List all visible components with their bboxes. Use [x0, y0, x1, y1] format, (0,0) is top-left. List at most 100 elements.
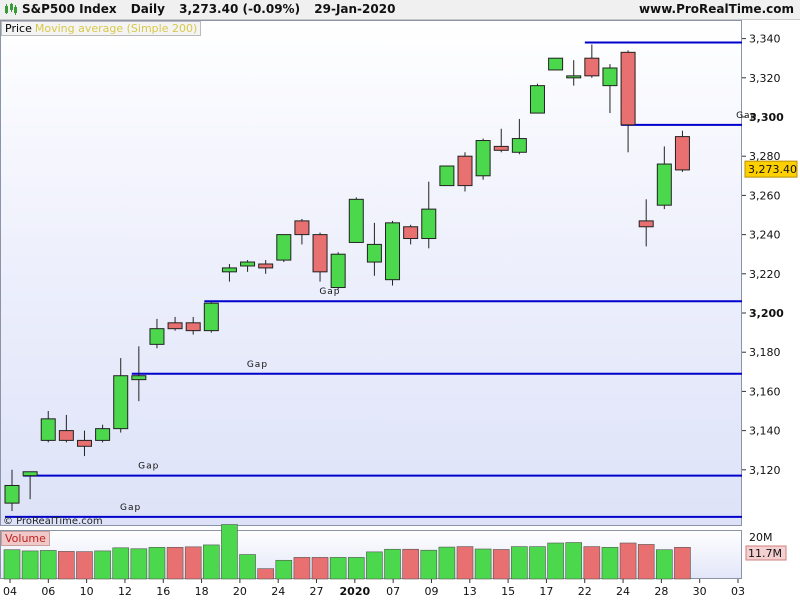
volume-bar: [239, 554, 256, 580]
chart-date: 29-Jan-2020: [314, 2, 396, 16]
volume-bar: [329, 557, 347, 580]
x-tick-label: 28: [654, 585, 668, 598]
site-url: www.ProRealTime.com: [639, 2, 794, 16]
candle: [149, 318, 165, 349]
volume-bar: [402, 548, 419, 580]
volume-bar: [76, 551, 93, 580]
volume-last-box: [745, 545, 787, 561]
instrument-symbol: S&P500 Index: [22, 2, 117, 16]
candle-body-down: [185, 322, 201, 332]
candle-body-up: [602, 67, 618, 87]
volume-bar: [148, 547, 166, 580]
candle-body-up: [22, 471, 38, 477]
timeframe-label: Daily: [130, 2, 165, 16]
volume-bar: [275, 559, 293, 580]
x-tick-label: 22: [578, 585, 592, 598]
candle: [185, 316, 201, 335]
volume-bar: [203, 544, 220, 580]
candle-body-up: [656, 163, 672, 206]
date-axis: 04 06 10 12 16 18 20 24 27 2020 07 09 13 15 17 22 24 28 30…: [3, 579, 745, 598]
x-tick-label: 17: [539, 585, 553, 598]
candle-body-down: [457, 155, 473, 187]
candle-body-up: [221, 267, 237, 273]
x-tick-label: 04: [3, 585, 17, 598]
volume-bar: [656, 549, 673, 580]
candle: [40, 411, 56, 443]
price-legend[interactable]: Price Moving average (Simple 200): [1, 21, 202, 36]
candle-body-down: [493, 145, 509, 151]
candle-body-down: [638, 220, 654, 228]
x-tick-label: 16: [156, 585, 170, 598]
candle: [584, 44, 600, 78]
x-tick-label: 15: [501, 585, 515, 598]
price-panel[interactable]: [0, 20, 742, 526]
candle: [457, 152, 473, 192]
gap-label: Gap: [319, 287, 340, 297]
y-tick-label: 3,340: [749, 33, 781, 46]
volume-bar: [601, 547, 619, 580]
candle: [76, 430, 92, 457]
candlestick-chart-icon: [5, 3, 17, 15]
candle: [493, 128, 509, 153]
volume-bar: [565, 542, 583, 580]
volume-bars: [3, 524, 691, 580]
volume-legend-label[interactable]: Volume: [1, 531, 50, 546]
candle: [240, 260, 256, 272]
candle: [22, 471, 38, 500]
candle: [366, 222, 382, 276]
candle-body-up: [276, 234, 292, 261]
candle: [330, 252, 346, 290]
volume-bar: [366, 551, 383, 580]
volume-bar: [511, 546, 528, 580]
y-tick-label: 3,200: [749, 307, 784, 320]
x-tick-label: 12: [118, 585, 132, 598]
candle-body-up: [348, 198, 364, 243]
volume-bar: [21, 550, 39, 580]
volume-bar: [583, 546, 601, 580]
volume-bar: [529, 546, 546, 580]
candle: [95, 424, 111, 443]
candle: [638, 199, 654, 247]
last-price-change: 3,273.40 (-0.09%): [179, 2, 301, 16]
candle: [421, 181, 437, 249]
volume-bar: [112, 547, 130, 580]
volume-bar: [438, 546, 456, 580]
x-tick-label: 24: [616, 585, 630, 598]
x-tick-label: 07: [386, 585, 400, 598]
x-tick-label: 20: [233, 585, 247, 598]
volume-bar: [384, 548, 401, 580]
gap-label: Gap: [736, 111, 757, 121]
volume-bar: [3, 549, 21, 580]
instrument-info: S&P500 Index Daily 3,273.40 (-0.09%) 29-…: [22, 2, 405, 16]
volume-axis-label: 20M: [749, 531, 773, 544]
x-tick-label: 09: [424, 585, 438, 598]
candle: [221, 264, 237, 282]
gap-label: Gap: [120, 503, 141, 513]
x-tick-label: 10: [80, 585, 94, 598]
candle-body-up: [366, 243, 382, 263]
volume-bar: [474, 548, 492, 580]
candle-body-down: [294, 220, 310, 236]
candle: [602, 64, 618, 114]
volume-bar: [257, 568, 274, 580]
candle: [385, 220, 401, 286]
candle-body-down: [403, 226, 419, 240]
price-legend-label: Price: [5, 22, 32, 35]
x-tick-label: 2020: [340, 585, 371, 598]
x-tick-label: 24: [271, 585, 285, 598]
volume-bar: [420, 549, 438, 580]
volume-bar: [311, 557, 329, 580]
y-tick-label: 3,120: [749, 464, 781, 477]
y-tick-label: 3,280: [749, 150, 781, 163]
candle-body-up: [439, 165, 455, 187]
candle: [58, 414, 74, 443]
candle-body-up: [113, 375, 129, 430]
last-price-label: 3,273.40: [748, 163, 797, 176]
candles: [4, 44, 690, 511]
gap-lines: Gap Gap Gap Gap Gap: [5, 41, 757, 518]
y-tick-label: 3,220: [749, 268, 781, 281]
candle-body-up: [40, 418, 56, 441]
y-tick-label: 3,300: [749, 111, 784, 124]
candle: [620, 50, 636, 153]
y-tick-label: 3,160: [749, 385, 781, 398]
